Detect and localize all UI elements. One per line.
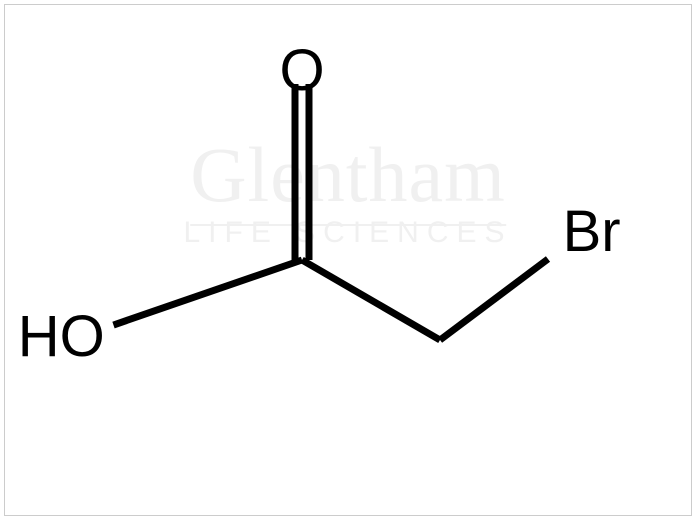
atom-label-o-top: O [279,42,324,100]
atom-label-ho: HO [18,308,105,366]
atom-label-br: Br [563,203,621,261]
